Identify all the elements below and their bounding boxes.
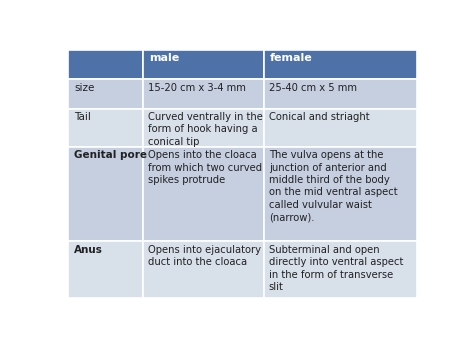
Bar	[144, 241, 264, 298]
Text: Subterminal and open
directly into ventral aspect
in the form of transverse
slit: Subterminal and open directly into ventr…	[269, 245, 403, 292]
Text: Opens into ejaculatory
duct into the cloaca: Opens into ejaculatory duct into the clo…	[148, 245, 261, 267]
Text: 15-20 cm x 3-4 mm: 15-20 cm x 3-4 mm	[148, 83, 246, 93]
Bar	[68, 79, 144, 109]
Text: The vulva opens at the
junction of anterior and
middle third of the body
on the : The vulva opens at the junction of anter…	[269, 150, 397, 222]
Text: Curved ventrally in the
form of hook having a
conical tip: Curved ventrally in the form of hook hav…	[148, 112, 263, 147]
Bar	[144, 79, 264, 109]
Text: Conical and striaght: Conical and striaght	[269, 112, 369, 122]
Text: size: size	[74, 83, 94, 93]
Bar	[144, 50, 264, 79]
Bar	[264, 79, 418, 109]
Text: Genital pore: Genital pore	[74, 150, 147, 160]
Bar	[68, 50, 144, 79]
Bar	[68, 147, 144, 241]
Text: male: male	[149, 53, 179, 63]
Text: female: female	[269, 53, 312, 63]
Bar	[144, 109, 264, 147]
Bar	[144, 147, 264, 241]
Text: Opens into the cloaca
from which two curved
spikes protrude: Opens into the cloaca from which two cur…	[148, 150, 263, 185]
Text: 25-40 cm x 5 mm: 25-40 cm x 5 mm	[269, 83, 356, 93]
Bar	[264, 50, 418, 79]
Text: Anus: Anus	[74, 245, 103, 255]
Bar	[68, 109, 144, 147]
Bar	[264, 109, 418, 147]
Bar	[264, 241, 418, 298]
Bar	[264, 147, 418, 241]
Bar	[68, 241, 144, 298]
Text: Tail: Tail	[74, 112, 91, 122]
